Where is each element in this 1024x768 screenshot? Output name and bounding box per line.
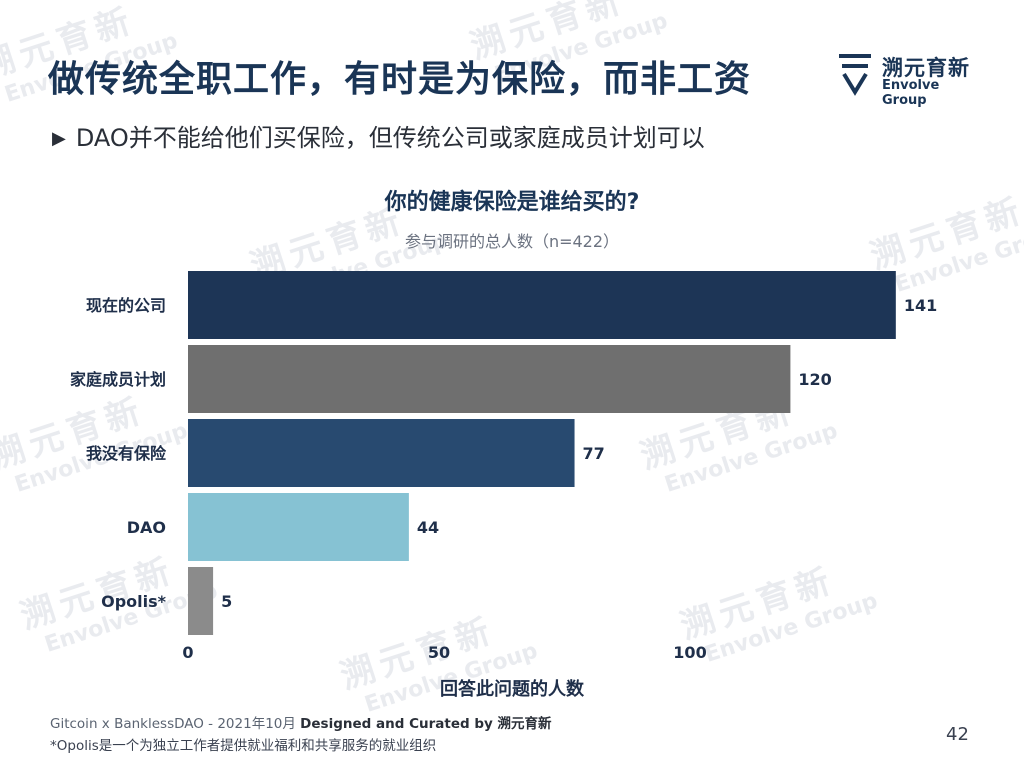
value-label: 5 — [221, 592, 232, 611]
footnote: *Opolis是一个为独立工作者提供就业福利和共享服务的就业组织 — [50, 738, 437, 754]
category-label: 家庭成员计划 — [70, 370, 166, 389]
value-label: 44 — [417, 518, 439, 537]
brand-logo: 溯元育新 Envolve Group — [836, 50, 986, 108]
chart-title: 你的健康保险是谁给买的? — [384, 190, 640, 215]
source-prefix: Gitcoin x BanklessDAO - 2021年10月 — [50, 716, 296, 732]
value-label: 141 — [904, 296, 937, 315]
value-label: 77 — [583, 444, 605, 463]
slide-subtitle-text: DAO并不能给他们买保险，但传统公司或家庭成员计划可以 — [75, 124, 705, 152]
source-credit: Designed and Curated by 溯元育新 — [300, 716, 552, 732]
bar-2 — [188, 419, 575, 487]
category-label: Opolis* — [101, 592, 167, 611]
page-number: 42 — [946, 724, 969, 745]
source-line: Gitcoin x BanklessDAO - 2021年10月 Designe… — [50, 712, 552, 732]
category-label: DAO — [127, 518, 166, 537]
bullet-triangle-icon: ▶ — [52, 128, 66, 149]
slide-subtitle: ▶ DAO并不能给他们买保险，但传统公司或家庭成员计划可以 — [52, 118, 705, 153]
x-tick-label: 50 — [428, 643, 450, 662]
x-tick-label: 100 — [673, 643, 706, 662]
category-label: 我没有保险 — [86, 444, 167, 463]
x-axis-label: 回答此问题的人数 — [440, 678, 585, 700]
logo-text-cn: 溯元育新 — [882, 56, 970, 80]
bar-1 — [188, 345, 791, 413]
bar-0 — [188, 271, 896, 339]
category-label: 现在的公司 — [86, 296, 166, 315]
slide-title: 做传统全职工作，有时是为保险，而非工资 — [48, 59, 752, 100]
x-tick-label: 0 — [182, 643, 193, 662]
bar-3 — [188, 493, 409, 561]
bar-4 — [188, 567, 214, 635]
logo-text-en: Envolve Group — [882, 78, 940, 108]
value-label: 120 — [798, 370, 831, 389]
chart-subtitle: 参与调研的总人数（n=422） — [404, 232, 620, 251]
envolve-logo-icon — [839, 54, 871, 96]
